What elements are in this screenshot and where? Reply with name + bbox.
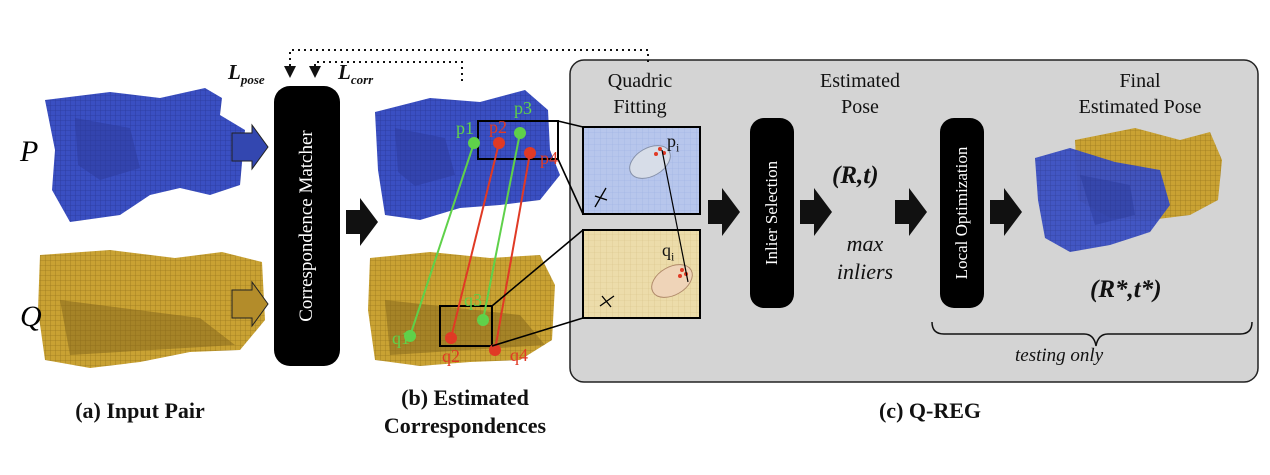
label-qi: qi <box>662 240 675 264</box>
arrow-q <box>231 280 269 328</box>
local-optimization-label-box: Local Optimization <box>940 118 984 308</box>
correspondence-matcher-label: Correspondence Matcher <box>296 130 317 322</box>
point-label-p3: p3 <box>514 98 532 118</box>
local-optimization-label: Local Optimization <box>952 146 971 280</box>
testing-only-brace <box>931 321 1253 347</box>
inlier-selection-block <box>750 118 794 308</box>
inlier-selection-label: Inlier Selection <box>762 160 781 266</box>
heading-quadric-fitting: Quadric Fitting <box>607 70 673 118</box>
arrow-p <box>231 123 269 171</box>
loss-corr: Lcorr <box>338 60 374 88</box>
final-cloud-blue <box>1035 148 1170 252</box>
caption-qreg: (c) Q-REG <box>878 398 982 423</box>
point-label-q3: q3 <box>464 290 482 310</box>
final-pose-rt: (R*,t*) <box>1090 276 1162 303</box>
correspondence-matcher-block <box>274 86 340 366</box>
point-label-q2: q2 <box>442 346 460 366</box>
correspondence-matcher-label-box: Correspondence Matcher <box>274 86 340 366</box>
arrow-to-pose <box>800 188 832 236</box>
loss-feedback-lines <box>289 49 649 72</box>
arrow-to-final <box>990 188 1022 236</box>
heading-final-estimated-pose: Final Estimated Pose <box>1078 70 1202 118</box>
input-cloud-q <box>38 250 265 368</box>
point-label-q4: q4 <box>510 345 528 365</box>
point-label-p1: p1 <box>456 118 474 138</box>
quadric-ellipsoid-q <box>651 264 693 298</box>
label-pi: pi <box>667 131 680 155</box>
selection-box-q <box>439 305 493 347</box>
arrow-to-inlier <box>708 188 740 236</box>
point-label-p2: p2 <box>489 117 507 137</box>
point-label-q1: q1 <box>392 328 410 348</box>
pose-rt: (R,t) <box>832 162 879 189</box>
label-q: Q <box>20 300 42 333</box>
caption-estimated-correspondences: (b) Estimated Correspondences <box>383 385 547 438</box>
caption-input-pair: (a) Input Pair <box>75 398 205 423</box>
max-inliers: max inliers <box>836 231 894 284</box>
testing-only-label: testing only <box>1015 345 1104 366</box>
quadric-ellipsoid-p <box>629 145 671 179</box>
arrow-to-local-opt <box>895 188 927 236</box>
matcher-output-arrow <box>346 198 378 246</box>
inlier-selection-label-box: Inlier Selection <box>750 118 794 308</box>
local-optimization-block <box>940 118 984 308</box>
heading-estimated-pose: Estimated Pose <box>820 70 900 118</box>
input-cloud-p <box>45 88 245 222</box>
label-p: P <box>20 135 39 168</box>
corr-cloud-p <box>375 90 560 220</box>
point-label-p4: p4 <box>540 148 558 168</box>
loss-pose: Lpose <box>228 60 265 88</box>
